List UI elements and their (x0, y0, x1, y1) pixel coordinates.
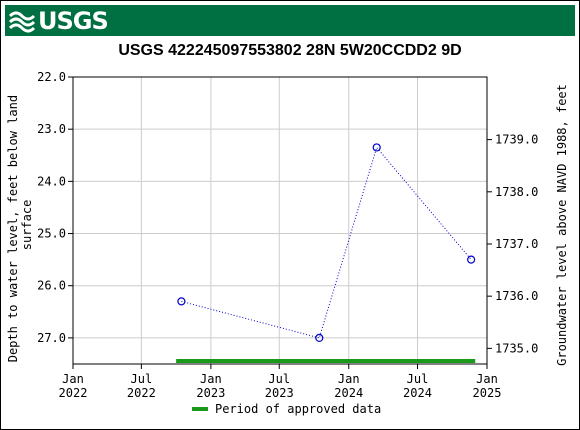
usgs-wave-icon (9, 11, 35, 33)
data-point (372, 143, 381, 152)
series-line (181, 146, 472, 339)
legend-label: Period of approved data (215, 402, 382, 416)
legend: Period of approved data (192, 402, 381, 416)
grid-layer (72, 76, 488, 364)
x-tick-label-month: Jan (62, 372, 84, 386)
plot-area (72, 76, 488, 365)
x-tick-label-month: Jul (131, 372, 153, 386)
legend-swatch-approved (192, 407, 208, 411)
x-tick-label-year: 2024 (403, 386, 432, 400)
chart-title: USGS 422245097553802 28N 5W20CCDD2 9D (118, 42, 462, 59)
data-point (315, 333, 324, 343)
data-point (467, 255, 476, 264)
x-tick-label-year: 2022 (127, 386, 156, 400)
y-axis-label-line-2: surface (20, 200, 34, 251)
y-tick-label: 24.0 (37, 174, 66, 188)
usgs-header-banner: USGS (5, 5, 575, 36)
usgs-logo[interactable]: USGS (9, 6, 109, 35)
x-tick-label-year: 2025 (473, 386, 502, 400)
y2-tick-label: 1737.0 (495, 237, 538, 251)
x-tick-label-month: Jan (476, 372, 498, 386)
y-axis-label: Depth to water level, feet below land su… (6, 88, 34, 363)
y2-tick-label: 1735.0 (495, 341, 538, 355)
data-point (177, 297, 186, 306)
bottom-axis-ticks: Jan2022Jul2022Jan2023Jul2023Jan2024Jul20… (59, 364, 502, 400)
x-tick-label-month: Jan (338, 372, 360, 386)
y-tick-label: 23.0 (37, 122, 66, 136)
usgs-logo-text: USGS (38, 6, 109, 35)
x-tick-label-year: 2022 (59, 386, 88, 400)
series-layer (177, 143, 476, 343)
x-tick-label-year: 2024 (334, 386, 363, 400)
x-tick-label-year: 2023 (196, 386, 225, 400)
y2-tick-label: 1738.0 (495, 185, 538, 199)
x-tick-label-month: Jul (268, 372, 290, 386)
left-axis-ticks: 22.0 23.0 24.0 25.0 26.0 27.0 (37, 70, 73, 345)
y2-tick-label: 1736.0 (495, 289, 538, 303)
y-tick-label: 22.0 (37, 70, 66, 84)
right-axis-ticks: 1739.0 1738.0 1737.0 1736.0 1735.0 (487, 133, 538, 355)
x-tick-label-year: 2023 (265, 386, 294, 400)
y-tick-label: 26.0 (37, 279, 66, 293)
y-tick-label: 27.0 (37, 331, 66, 345)
x-tick-label-month: Jan (200, 372, 222, 386)
y2-tick-label: 1739.0 (495, 133, 538, 147)
y-axis-label-line-1: Depth to water level, feet below land (6, 95, 20, 362)
y2-axis-label: Groundwater level above NAVD 1988, feet (555, 84, 569, 366)
x-tick-label-month: Jul (407, 372, 429, 386)
y-tick-label: 25.0 (37, 227, 66, 241)
